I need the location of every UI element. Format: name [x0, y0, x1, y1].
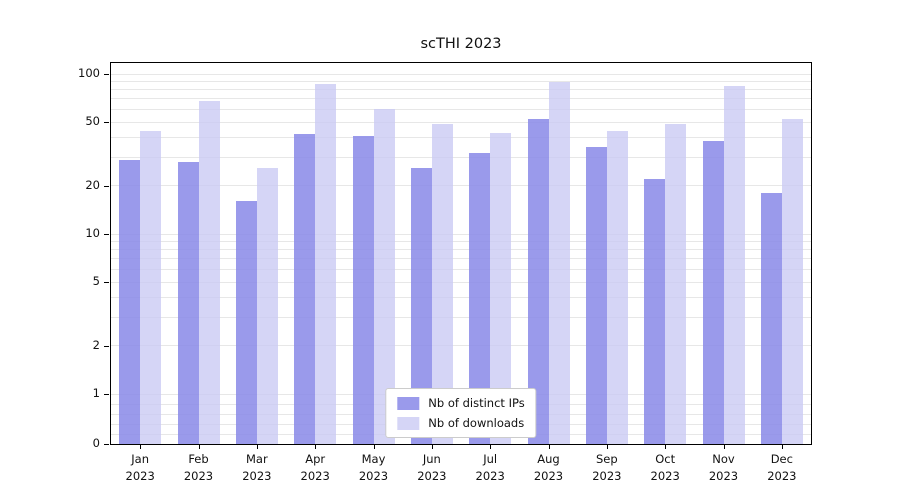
gridline-5	[111, 281, 811, 283]
bar-nb-of-distinct-ips-mar	[235, 201, 257, 444]
bars-layer	[111, 63, 811, 444]
gridline-30	[111, 157, 811, 159]
bar-nb-of-distinct-ips-jan	[119, 160, 141, 444]
bar-nb-of-distinct-ips-sep	[585, 146, 607, 444]
gridline-9	[111, 240, 811, 242]
x-tick-mark	[606, 445, 608, 449]
y-tick-label: 10	[85, 226, 100, 240]
gridline-70	[111, 98, 811, 100]
x-tick-mark	[781, 445, 783, 449]
bar-nb-of-distinct-ips-apr	[294, 134, 316, 444]
y-tick-mark	[104, 282, 109, 284]
x-tick-label-apr: Apr 2023	[300, 452, 330, 484]
x-tick-label-nov: Nov 2023	[708, 452, 739, 484]
bar-nb-of-distinct-ips-jul	[469, 153, 491, 444]
x-tick-label-oct: Oct 2023	[650, 452, 680, 484]
gridline-100	[111, 73, 811, 75]
legend: Nb of distinct IPs Nb of downloads	[385, 388, 537, 438]
chart-title: scTHI 2023	[420, 36, 502, 52]
y-tick-label: 2	[92, 337, 100, 352]
bar-nb-of-downloads-nov	[723, 86, 745, 444]
x-tick-label-dec: Dec 2023	[767, 452, 797, 484]
y-tick-mark	[104, 444, 109, 445]
bar-nb-of-distinct-ips-feb	[177, 162, 199, 444]
legend-label: Nb of distinct IPs	[428, 396, 525, 410]
bar-nb-of-distinct-ips-oct	[644, 179, 666, 444]
y-tick-mark	[104, 185, 109, 187]
gridline-8	[111, 249, 811, 250]
x-tick-label-aug: Aug 2023	[533, 452, 564, 484]
y-tick-label: 20	[85, 177, 100, 192]
plot-area: Nb of distinct IPs Nb of downloads	[110, 62, 812, 445]
x-tick-mark	[723, 445, 725, 449]
y-tick-mark	[104, 122, 109, 124]
x-tick-mark	[256, 445, 258, 449]
x-tick-mark	[140, 445, 142, 449]
x-tick-label-sep: Sep 2023	[592, 452, 622, 484]
bar-nb-of-distinct-ips-aug	[527, 119, 549, 444]
gridline-2	[111, 345, 811, 347]
x-tick-mark	[548, 445, 550, 449]
bar-nb-of-distinct-ips-nov	[702, 141, 724, 444]
y-tick-mark	[104, 74, 109, 75]
y-tick-mark	[104, 345, 109, 347]
gridline-90	[111, 80, 811, 82]
bar-nb-of-downloads-may	[373, 109, 395, 444]
gridline-10	[111, 233, 811, 235]
bar-nb-of-downloads-mar	[256, 167, 278, 444]
y-tick-label: 5	[92, 274, 100, 289]
x-tick-label-mar: Mar 2023	[242, 452, 272, 484]
x-tick-label-jun: Jun 2023	[417, 452, 447, 484]
x-tick-label-feb: Feb 2023	[183, 452, 214, 484]
bar-nb-of-downloads-jul	[490, 132, 512, 444]
bar-nb-of-downloads-feb	[198, 100, 220, 444]
bar-nb-of-downloads-jan	[140, 131, 162, 444]
x-tick-mark	[490, 445, 492, 449]
x-tick-label-jul: Jul 2023	[475, 452, 505, 484]
legend-swatch-icon	[397, 396, 420, 410]
bar-nb-of-downloads-aug	[548, 82, 570, 444]
bar-nb-of-downloads-apr	[315, 84, 337, 444]
bar-nb-of-distinct-ips-jun	[410, 167, 432, 444]
y-tick-mark	[104, 394, 109, 395]
gridline-40	[111, 137, 811, 139]
legend-label: Nb of downloads	[428, 416, 525, 430]
gridline-20	[111, 185, 811, 187]
legend-item-nb-of-distinct-ips: Nb of distinct IPs	[397, 396, 525, 410]
gridline-7	[111, 258, 811, 260]
bar-nb-of-downloads-oct	[665, 123, 687, 444]
y-tick-label: 100	[78, 66, 100, 80]
legend-item-nb-of-downloads: Nb of downloads	[397, 416, 524, 430]
bar-nb-of-downloads-jun	[431, 123, 453, 444]
x-tick-label-may: May 2023	[358, 452, 389, 484]
x-tick-mark	[665, 445, 667, 449]
bar-nb-of-downloads-dec	[781, 119, 803, 444]
x-tick-mark	[198, 445, 200, 449]
x-tick-mark	[373, 445, 375, 449]
y-tick-label: 50	[85, 114, 100, 129]
bar-nb-of-downloads-sep	[606, 131, 628, 444]
gridline-80	[111, 89, 811, 90]
y-tick-label: 0	[92, 436, 100, 450]
x-tick-label-jan: Jan 2023	[125, 452, 155, 484]
y-tick-label: 1	[92, 386, 100, 400]
bar-nb-of-distinct-ips-may	[352, 135, 374, 444]
gridline-4	[111, 297, 811, 299]
gridline-50	[111, 121, 811, 123]
x-tick-mark	[431, 445, 433, 449]
legend-swatch-icon	[397, 416, 420, 430]
y-tick-mark	[104, 234, 109, 235]
bar-nb-of-distinct-ips-dec	[760, 193, 782, 444]
gridline-3	[111, 317, 811, 319]
gridline-60	[111, 108, 811, 110]
x-tick-mark	[315, 445, 317, 449]
gridline-6	[111, 268, 811, 270]
